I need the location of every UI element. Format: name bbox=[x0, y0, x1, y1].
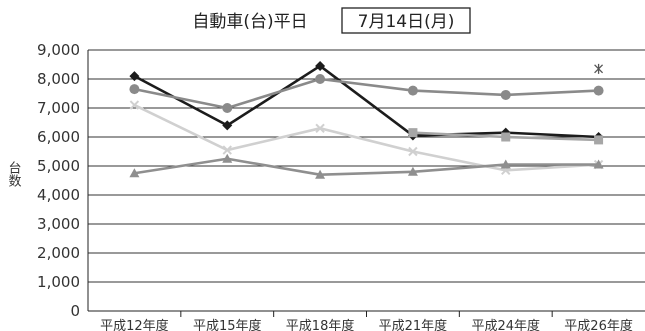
data-point bbox=[500, 159, 511, 169]
data-point bbox=[315, 123, 325, 134]
data-point bbox=[222, 153, 233, 163]
data-point bbox=[222, 120, 233, 131]
series bbox=[129, 74, 604, 113]
data-point bbox=[408, 128, 418, 138]
data-point bbox=[222, 103, 233, 113]
data-point bbox=[407, 85, 418, 96]
y-tick-label: 4,000 bbox=[37, 186, 80, 204]
series-line bbox=[133, 64, 599, 139]
chart-title-text: 自動車(台)平日 bbox=[192, 12, 307, 32]
y-tick-label: 0 bbox=[70, 302, 80, 320]
series bbox=[594, 63, 604, 74]
x-tick-label: 平成21年度 bbox=[379, 318, 448, 331]
series-line bbox=[134, 157, 599, 176]
x-tick-label: 平成24年度 bbox=[471, 318, 540, 331]
data-point bbox=[500, 89, 511, 100]
series-line bbox=[134, 77, 599, 110]
date-box bbox=[341, 7, 471, 34]
data-point bbox=[501, 132, 511, 142]
series bbox=[129, 153, 604, 179]
data-point bbox=[129, 71, 140, 82]
series-line bbox=[133, 103, 599, 172]
y-axis-ticks: 0 1,000 2,000 3,000 4,000 5,000 6,000 7,000 8,00… bbox=[37, 41, 80, 320]
date-label: 7月14日(月) bbox=[358, 12, 455, 32]
y-axis-label: 台数 bbox=[6, 161, 22, 187]
data-point bbox=[593, 159, 604, 169]
data-point bbox=[315, 169, 326, 179]
x-axis-ticks: 平成12年度 平成15年度 平成18年度 平成21年度 平成24年度 平成26年度 bbox=[100, 318, 633, 331]
x-tick-label: 平成12年度 bbox=[100, 318, 169, 331]
y-tick-label: 7,000 bbox=[37, 99, 80, 117]
data-point bbox=[129, 168, 140, 178]
grid bbox=[87, 49, 645, 317]
x-tick-label: 平成15年度 bbox=[193, 318, 262, 331]
series bbox=[408, 128, 604, 145]
data-point bbox=[594, 63, 604, 74]
data-point bbox=[222, 145, 232, 155]
data-point bbox=[129, 84, 140, 95]
x-tick-label: 平成18年度 bbox=[286, 318, 355, 331]
x-tick-label: 平成26年度 bbox=[564, 318, 633, 331]
y-tick-label: 1,000 bbox=[37, 273, 80, 291]
data-point bbox=[408, 146, 418, 157]
data-point bbox=[315, 74, 326, 84]
y-tick-label: 2,000 bbox=[37, 244, 80, 262]
y-tick-label: 3,000 bbox=[37, 215, 80, 233]
data-point bbox=[594, 135, 604, 145]
y-tick-label: 8,000 bbox=[37, 70, 80, 88]
chart-title: 自動車(台)平日 7月14日(月) bbox=[192, 7, 471, 34]
data-point bbox=[129, 100, 140, 110]
y-tick-label: 9,000 bbox=[37, 41, 80, 59]
data-point bbox=[593, 85, 604, 96]
data-point bbox=[315, 60, 326, 71]
y-tick-label: 5,000 bbox=[37, 157, 80, 175]
series-layer bbox=[129, 60, 604, 179]
y-tick-label: 6,000 bbox=[37, 128, 80, 146]
data-point bbox=[407, 166, 418, 176]
